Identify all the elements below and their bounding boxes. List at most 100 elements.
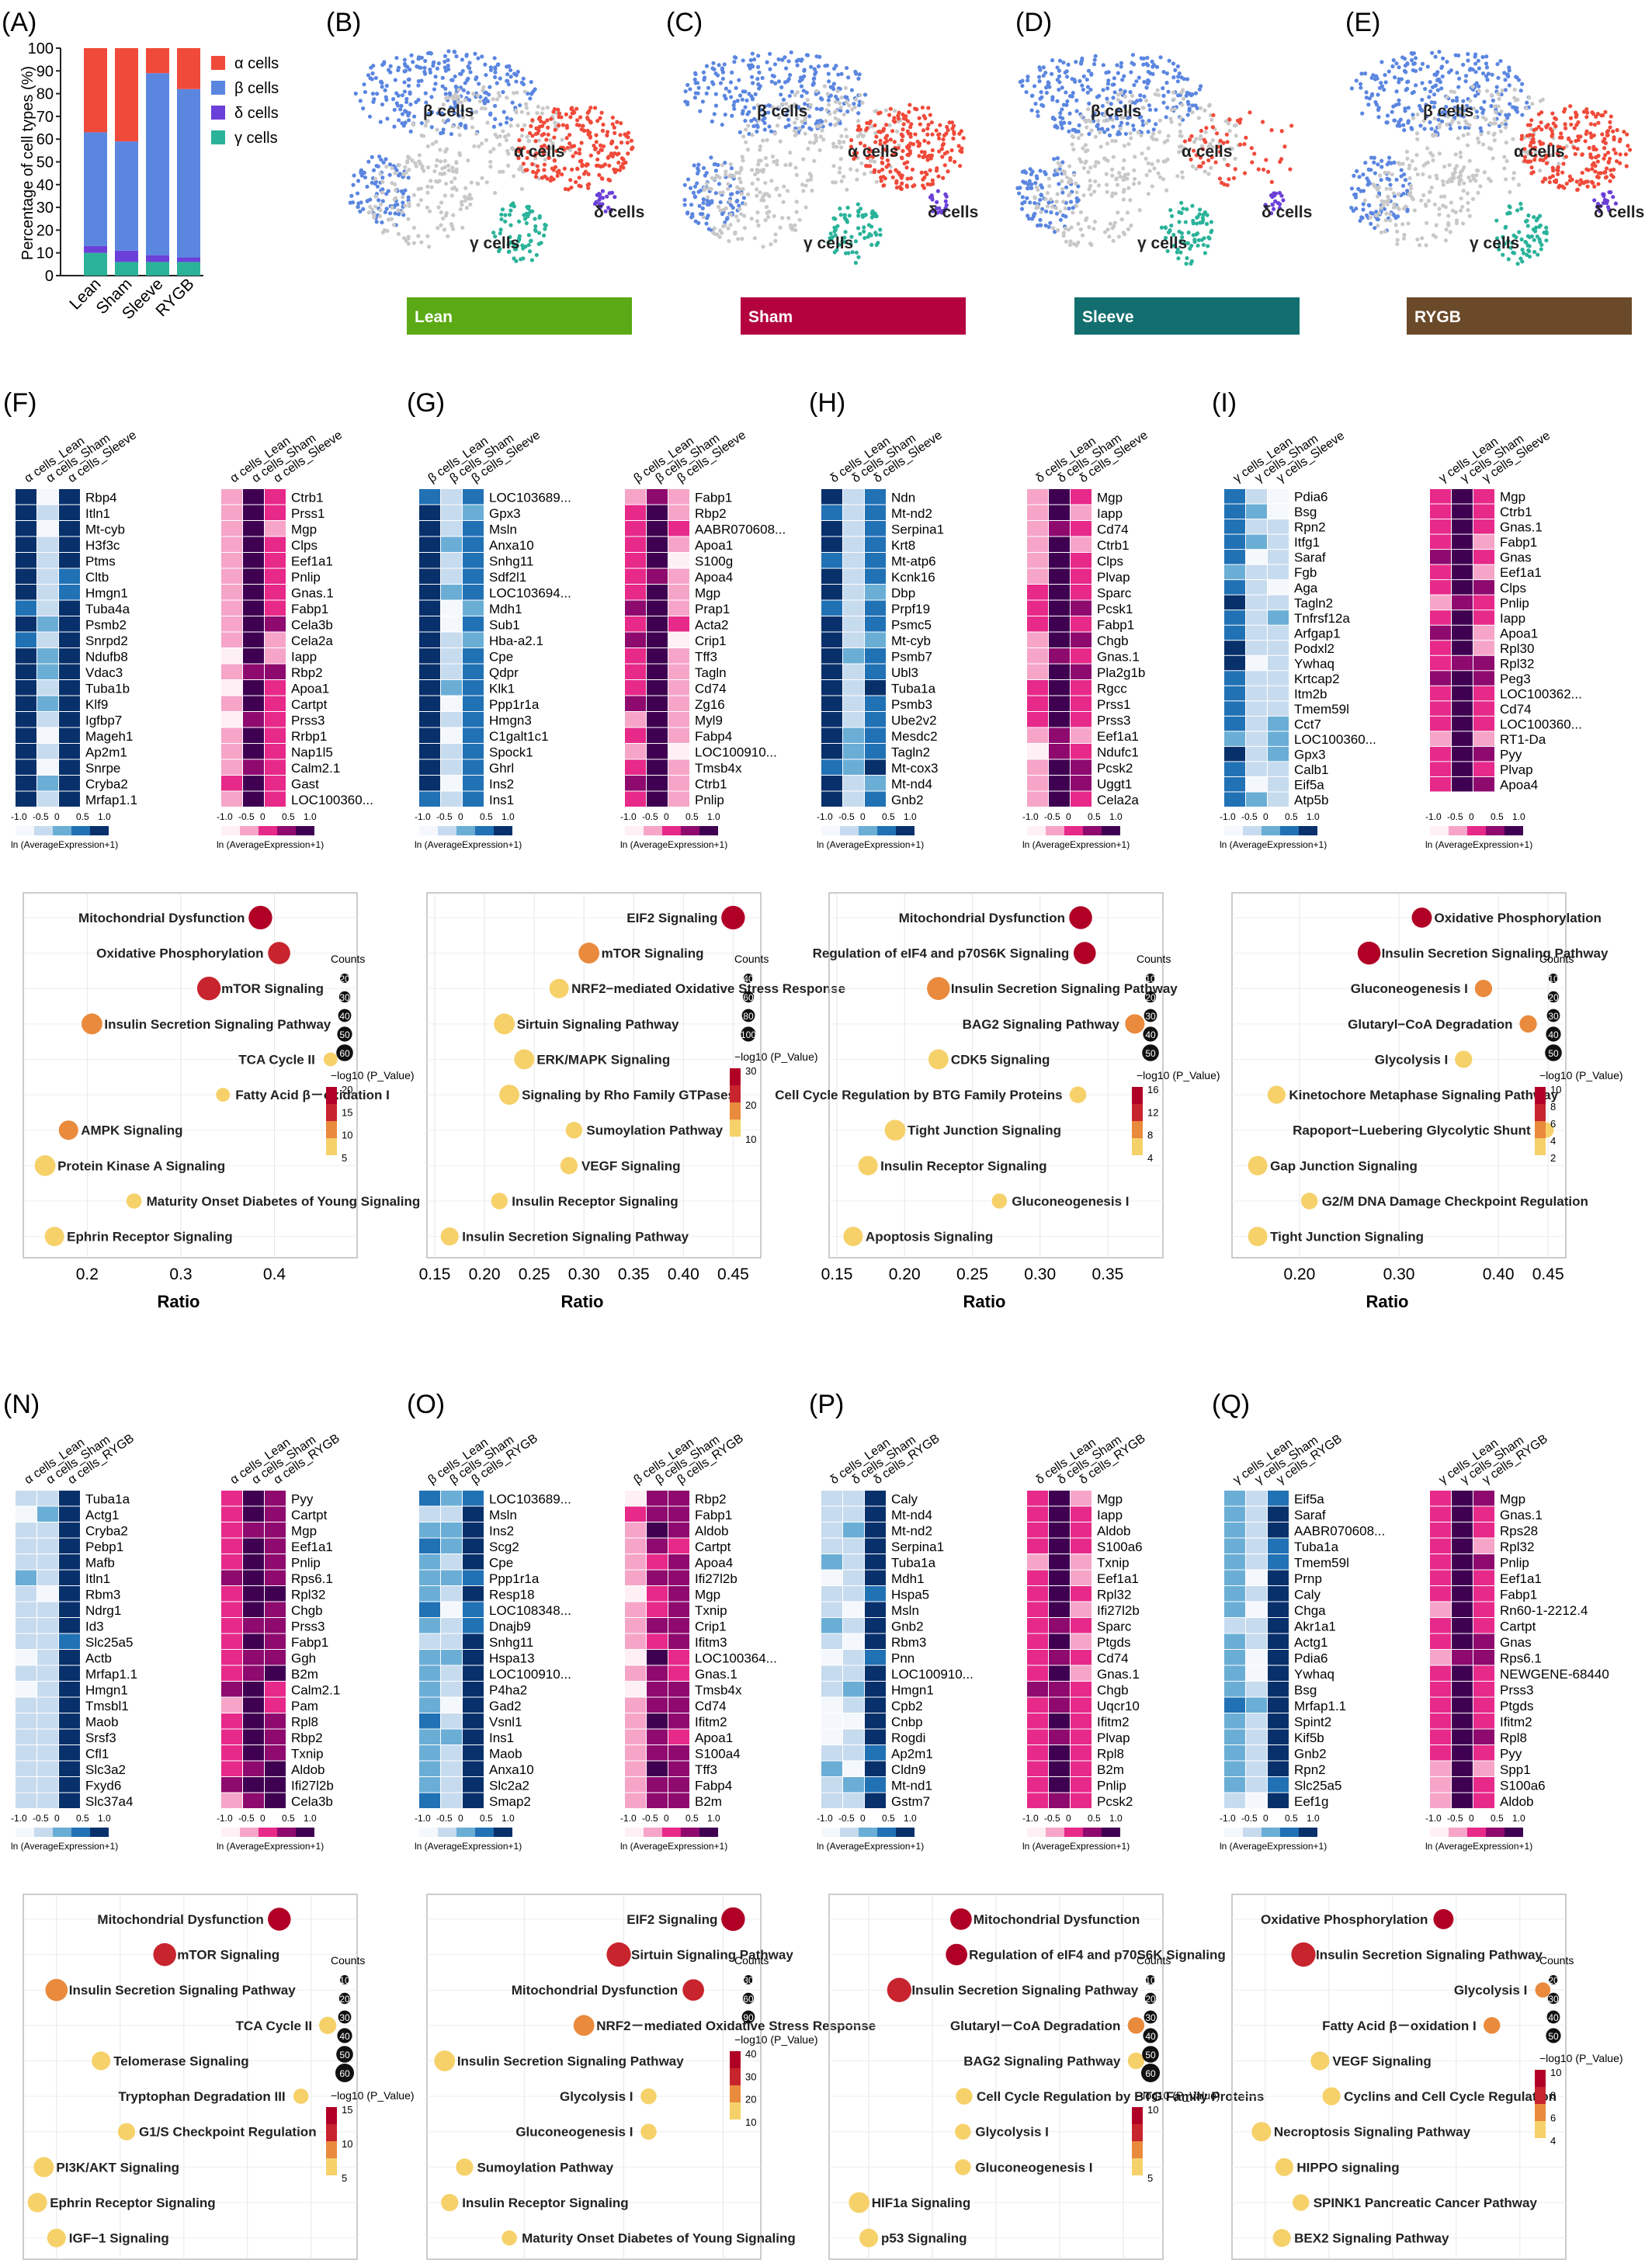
cell-point — [1154, 108, 1157, 112]
heatmap-cell — [1430, 717, 1451, 731]
heatmap-cell — [16, 1571, 36, 1586]
cell-point — [595, 164, 599, 168]
cell-point — [709, 155, 713, 159]
heatmap-cell — [1246, 550, 1267, 564]
cell-point — [1129, 136, 1133, 140]
legend-tick: -0.5 — [1241, 811, 1258, 822]
cell-point — [788, 163, 792, 167]
cell-point — [1142, 95, 1146, 99]
cell-point — [533, 224, 537, 228]
cell-point — [597, 192, 601, 196]
cell-point — [1139, 134, 1143, 137]
p-legend-tick: 4 — [1550, 1135, 1556, 1147]
gene-label: Iapp — [291, 649, 317, 664]
cell-point — [476, 93, 480, 97]
x-tick-label: 0.20 — [469, 1265, 501, 1283]
dot — [1475, 980, 1492, 997]
cell-point — [613, 195, 616, 199]
cell-point — [845, 109, 849, 113]
cell-point — [522, 123, 526, 127]
cell-point — [1058, 59, 1062, 63]
cell-point — [1607, 160, 1611, 164]
legend-color-step — [1500, 826, 1504, 835]
cell-point — [1539, 110, 1543, 114]
pathway-label: Kinetochore Metaphase Signaling Pathway — [1289, 1088, 1558, 1102]
cell-point — [484, 96, 488, 100]
cell-point — [1349, 206, 1353, 210]
gene-label: Tmsbl1 — [85, 1699, 129, 1713]
heatmap-cell — [37, 1618, 58, 1633]
cell-point — [1110, 174, 1114, 178]
cell-point — [793, 165, 797, 169]
cell-point — [812, 82, 816, 85]
cell-point — [690, 212, 694, 216]
cell-point — [1401, 184, 1405, 188]
heatmap-cell — [441, 616, 462, 632]
heatmap-cell — [265, 1539, 286, 1554]
cell-point — [450, 193, 454, 197]
gene-label: Hmgn3 — [489, 713, 532, 727]
cell-point — [372, 97, 376, 101]
cell-point — [1055, 99, 1059, 103]
cell-point — [692, 163, 696, 167]
cell-point — [474, 75, 478, 79]
counts-legend-value: 60 — [743, 992, 754, 1003]
cell-point — [1386, 120, 1390, 124]
bar-segment — [146, 48, 169, 73]
heatmap-cell — [1071, 521, 1092, 536]
cell-point — [930, 133, 934, 137]
legend-color-step — [71, 826, 76, 835]
cell-point — [845, 188, 849, 192]
cell-point — [453, 75, 457, 78]
heatmap-cell — [37, 1586, 58, 1602]
cell-point — [807, 114, 811, 118]
heatmap-cell — [37, 1602, 58, 1618]
cell-point — [1414, 153, 1418, 157]
cell-point — [840, 179, 844, 183]
legend-color-step — [48, 826, 53, 835]
cell-point — [854, 71, 858, 75]
cell-point — [767, 124, 771, 128]
heatmap-cell — [37, 1698, 58, 1713]
heatmap-cell — [625, 744, 646, 759]
heatmap-cell — [1268, 519, 1289, 534]
cell-point — [1390, 64, 1394, 68]
heatmap-cell — [1027, 489, 1048, 505]
cell-point — [1492, 117, 1496, 121]
heatmap-cell — [843, 648, 864, 664]
cell-point — [488, 111, 492, 115]
cell-point — [574, 151, 578, 154]
cell-point — [1437, 125, 1441, 129]
cell-point — [1068, 243, 1072, 247]
heatmap-cell — [243, 792, 264, 807]
heatmap-cell — [16, 537, 36, 553]
heatmap-cell — [1452, 489, 1473, 504]
y-tick-label: 80 — [36, 86, 54, 103]
cell-point — [778, 226, 782, 230]
heatmap-cell — [37, 1713, 58, 1729]
cell-point — [887, 113, 891, 117]
cell-point — [1538, 214, 1542, 218]
cell-point — [505, 64, 508, 68]
cell-point — [856, 214, 860, 217]
cell-point — [1428, 120, 1432, 124]
cell-point — [1435, 78, 1439, 82]
legend-color-step — [1472, 826, 1477, 835]
heatmap-cell — [843, 553, 864, 568]
heatmap-cell — [1246, 565, 1267, 580]
legend-color-step — [447, 826, 452, 835]
cell-point — [1165, 106, 1169, 109]
cell-point — [522, 77, 526, 81]
cell-point — [884, 109, 888, 113]
cell-point — [1087, 225, 1091, 229]
cell-point — [1428, 89, 1432, 93]
gene-label: Calm2.1 — [291, 1682, 340, 1697]
cell-point — [401, 195, 404, 199]
cell-point — [862, 134, 866, 137]
cell-point — [1397, 207, 1401, 211]
legend-color-step — [95, 1828, 99, 1837]
cell-point — [1078, 123, 1081, 127]
x-axis-label: Ratio — [963, 1292, 1006, 1311]
cell-point — [1075, 109, 1079, 113]
